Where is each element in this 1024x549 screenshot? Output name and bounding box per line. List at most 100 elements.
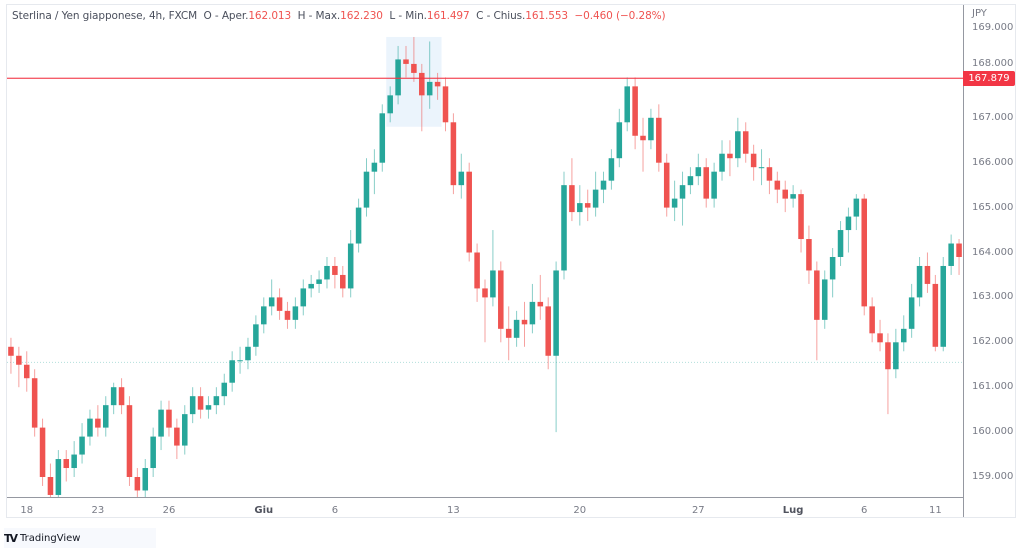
candle[interactable] — [23, 351, 30, 392]
candle[interactable] — [663, 153, 670, 217]
candle[interactable] — [47, 463, 54, 497]
candle[interactable] — [529, 283, 536, 334]
candle[interactable] — [798, 189, 804, 253]
candle[interactable] — [237, 346, 243, 374]
candle[interactable] — [150, 427, 156, 477]
candle[interactable] — [102, 396, 109, 437]
candle[interactable] — [537, 274, 544, 320]
candle[interactable] — [900, 315, 907, 352]
candle[interactable] — [8, 337, 14, 374]
candle[interactable] — [142, 459, 149, 497]
candle[interactable] — [387, 86, 393, 123]
candle[interactable] — [806, 225, 812, 284]
candlestick-plot[interactable] — [7, 5, 963, 497]
candle[interactable] — [837, 221, 844, 266]
candle[interactable] — [735, 117, 741, 168]
candle[interactable] — [466, 162, 472, 262]
candle[interactable] — [110, 382, 117, 415]
candle[interactable] — [55, 450, 62, 497]
candle[interactable] — [442, 77, 449, 132]
candle[interactable] — [403, 45, 409, 78]
candle[interactable] — [758, 149, 765, 186]
candle[interactable] — [174, 418, 180, 460]
candle[interactable] — [845, 207, 852, 253]
candle[interactable] — [656, 104, 662, 172]
candle[interactable] — [189, 387, 196, 424]
candle[interactable] — [245, 337, 251, 370]
candle[interactable] — [300, 279, 307, 316]
candle[interactable] — [624, 77, 630, 132]
candle[interactable] — [679, 171, 686, 226]
candle[interactable] — [719, 140, 725, 181]
candle[interactable] — [205, 396, 212, 419]
candle[interactable] — [632, 77, 638, 150]
candle[interactable] — [292, 297, 299, 329]
candle[interactable] — [474, 243, 480, 302]
candle[interactable] — [956, 239, 962, 275]
candle[interactable] — [861, 194, 868, 316]
candle[interactable] — [340, 265, 346, 298]
candle[interactable] — [355, 198, 362, 253]
candle[interactable] — [213, 387, 220, 415]
candle[interactable] — [16, 346, 22, 388]
candle[interactable] — [118, 378, 125, 415]
candle[interactable] — [940, 256, 947, 352]
candle[interactable] — [324, 256, 330, 289]
candle[interactable] — [648, 108, 654, 150]
candle[interactable] — [63, 450, 70, 482]
candle[interactable] — [434, 72, 441, 100]
candle[interactable] — [545, 297, 551, 370]
candle[interactable] — [276, 288, 283, 320]
candle[interactable] — [482, 279, 488, 343]
candle[interactable] — [490, 230, 496, 307]
candle[interactable] — [284, 301, 291, 329]
candle[interactable] — [924, 252, 931, 293]
candle[interactable] — [640, 117, 646, 172]
candle[interactable] — [703, 158, 709, 208]
candle[interactable] — [569, 158, 575, 222]
candle[interactable] — [521, 301, 528, 347]
candle[interactable] — [932, 274, 939, 352]
candle[interactable] — [750, 144, 757, 181]
candle[interactable] — [766, 158, 773, 195]
candle[interactable] — [600, 171, 607, 204]
candle[interactable] — [821, 270, 828, 329]
candle[interactable] — [695, 153, 702, 186]
candle[interactable] — [711, 162, 717, 208]
candle[interactable] — [426, 41, 433, 109]
candle[interactable] — [885, 333, 891, 415]
candle[interactable] — [268, 279, 275, 316]
candle[interactable] — [577, 185, 583, 226]
candle[interactable] — [95, 405, 101, 437]
candle[interactable] — [727, 140, 733, 177]
candle[interactable] — [908, 283, 915, 338]
candle[interactable] — [261, 297, 267, 334]
candle[interactable] — [853, 194, 860, 231]
candle[interactable] — [411, 36, 417, 82]
candle[interactable] — [332, 256, 338, 289]
candle[interactable] — [371, 149, 378, 195]
candle[interactable] — [450, 113, 457, 195]
candle[interactable] — [671, 180, 678, 222]
candle[interactable] — [608, 149, 615, 190]
candle[interactable] — [182, 405, 188, 455]
tradingview-logo[interactable]: TV TradingView — [4, 528, 156, 548]
candle[interactable] — [829, 248, 836, 298]
candle[interactable] — [553, 261, 559, 433]
candle[interactable] — [561, 171, 567, 280]
candle[interactable] — [71, 441, 77, 477]
candle[interactable] — [774, 171, 781, 204]
candle[interactable] — [498, 261, 504, 343]
candle[interactable] — [782, 180, 788, 213]
candle[interactable] — [229, 351, 235, 392]
candle[interactable] — [505, 306, 512, 361]
candle[interactable] — [126, 396, 133, 486]
candle[interactable] — [948, 234, 954, 275]
candle[interactable] — [158, 400, 164, 451]
candle[interactable] — [893, 328, 899, 379]
candle[interactable] — [419, 63, 425, 132]
candle[interactable] — [316, 270, 322, 293]
candle[interactable] — [592, 171, 599, 217]
candle[interactable] — [379, 104, 386, 172]
candle[interactable] — [347, 230, 354, 298]
